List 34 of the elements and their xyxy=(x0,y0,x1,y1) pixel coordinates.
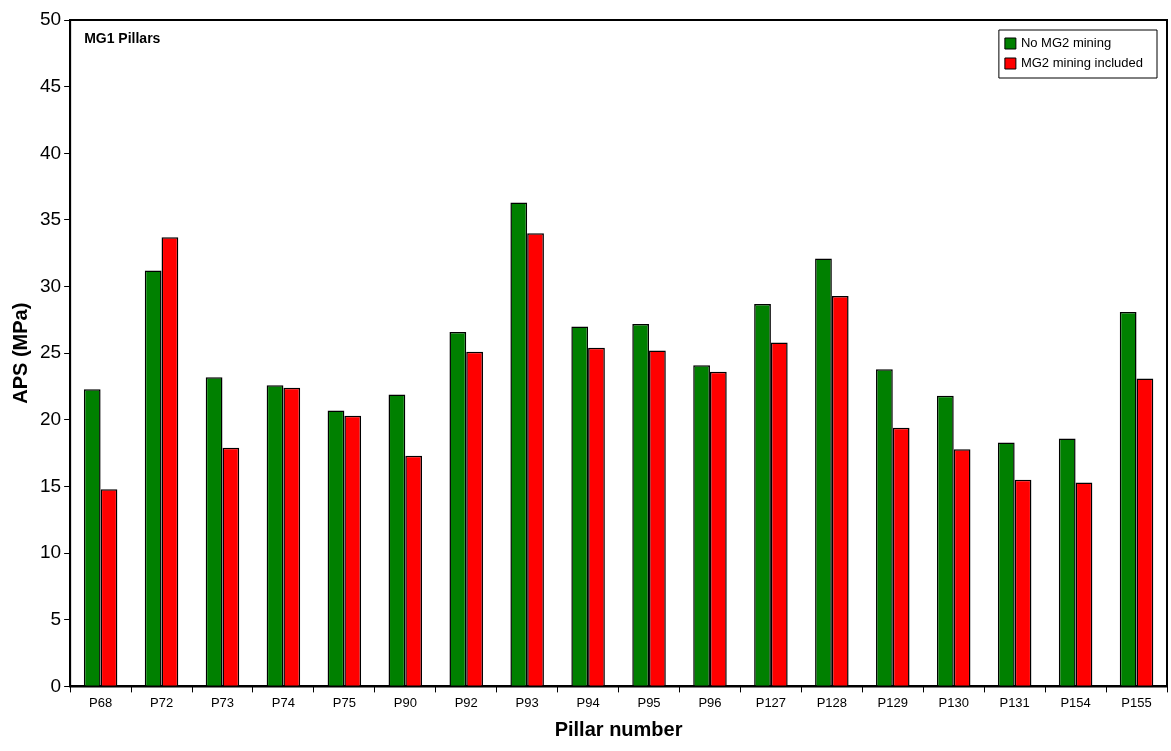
y-axis-title: APS (MPa) xyxy=(8,302,31,404)
y-tick-label: 0 xyxy=(50,674,62,696)
y-tick-label: 35 xyxy=(39,208,62,230)
y-tick-label: 20 xyxy=(39,408,62,430)
x-tick-label: P128 xyxy=(816,694,848,710)
y-tick-label: 25 xyxy=(39,341,62,363)
x-tick-label: P131 xyxy=(999,694,1030,710)
x-tick-label: P95 xyxy=(637,694,661,710)
x-tick-label: P72 xyxy=(149,694,174,710)
x-tick-label: P127 xyxy=(755,694,787,710)
x-tick-label: P74 xyxy=(271,694,295,710)
x-tick-label: P73 xyxy=(210,694,235,710)
y-tick-label: 50 xyxy=(39,8,62,30)
y-tick-label: 15 xyxy=(39,474,62,496)
x-tick-label: P96 xyxy=(698,694,722,710)
annotation: MG1 Pillars xyxy=(84,29,161,46)
x-tick-label: P94 xyxy=(576,694,600,710)
y-tick-label: 45 xyxy=(39,74,62,96)
legend-label: MG2 mining included xyxy=(1020,55,1144,71)
x-tick-label: P68 xyxy=(89,694,113,710)
x-tick-label: P92 xyxy=(454,694,478,710)
x-tick-label: P93 xyxy=(515,694,539,710)
x-tick-label: P129 xyxy=(877,694,908,710)
y-tick-label: 5 xyxy=(50,607,62,629)
x-tick-label: P90 xyxy=(393,694,417,710)
x-tick-label: P75 xyxy=(332,694,356,710)
x-axis-title: Pillar number xyxy=(554,717,683,740)
y-tick-label: 40 xyxy=(39,141,62,163)
x-tick-label: P154 xyxy=(1060,694,1091,710)
y-tick-label: 10 xyxy=(39,541,62,563)
legend-label: No MG2 mining xyxy=(1020,35,1112,51)
y-tick-label: 30 xyxy=(39,274,62,296)
x-tick-label: P155 xyxy=(1121,694,1152,710)
x-tick-label: P130 xyxy=(938,694,969,710)
